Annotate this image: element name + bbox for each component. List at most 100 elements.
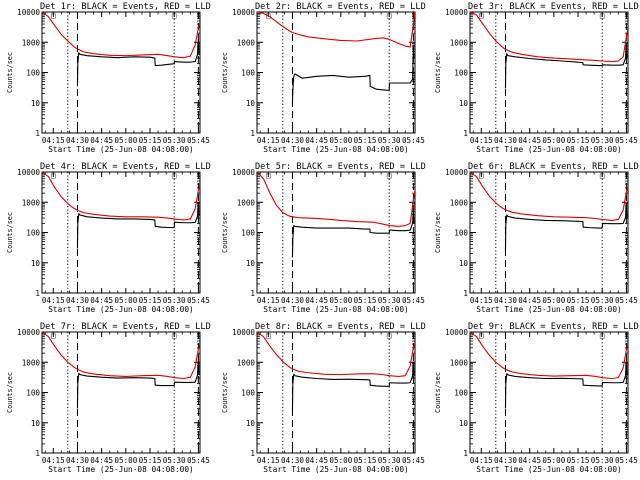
top-marker: □ xyxy=(479,11,484,20)
top-marker: □ xyxy=(387,11,392,20)
top-marker: □ xyxy=(600,171,605,180)
y-axis-label: Counts/sec xyxy=(434,212,442,253)
top-marker: □ xyxy=(51,11,56,20)
chart-panel-6: Det 6r: BLACK = Events, RED = LLD 1 10 100 1… xyxy=(434,162,639,314)
y-tick-label: 10 xyxy=(459,259,469,268)
y-axis-label: Counts/sec xyxy=(6,52,14,93)
x-axis-label: Start Time (25-Jun-08 04:08:00) xyxy=(48,465,194,474)
plot-area xyxy=(470,172,628,251)
x-tick-label: 05:15 xyxy=(567,296,590,305)
y-tick-label: 100 xyxy=(241,69,255,78)
x-axis-label: Start Time (25-Jun-08 04:08:00) xyxy=(48,145,194,154)
x-tick-label: 05:30 xyxy=(378,136,401,145)
top-marker: □ xyxy=(172,11,177,20)
y-tick-label: 10 xyxy=(31,99,41,108)
y-tick-label: 10000 xyxy=(445,8,468,17)
series-lld-line xyxy=(42,12,200,59)
y-tick-label: 100 xyxy=(454,389,468,398)
x-tick-label: 04:15 xyxy=(470,456,493,465)
y-tick-label: 100 xyxy=(26,69,40,78)
y-tick-label: 1000 xyxy=(237,38,256,47)
x-tick-label: 04:45 xyxy=(518,456,541,465)
x-tick-label: 05:15 xyxy=(354,296,377,305)
y-tick-label: 100 xyxy=(454,69,468,78)
top-marker: □ xyxy=(172,171,177,180)
x-tick-label: 04:15 xyxy=(257,296,280,305)
y-tick-label: 10000 xyxy=(232,8,255,17)
series-lld-line xyxy=(42,332,200,380)
x-tick-label: 05:15 xyxy=(139,456,162,465)
x-tick-label: 04:45 xyxy=(90,136,113,145)
x-axis-label: Start Time (25-Jun-08 04:08:00) xyxy=(476,305,622,314)
chart-panel-2: Det 2r: BLACK = Events, RED = LLD 1 10 100 1… xyxy=(221,2,426,154)
y-tick-label: 1 xyxy=(463,449,468,458)
y-tick-label: 1 xyxy=(35,449,40,458)
y-tick-label: 1 xyxy=(463,129,468,138)
x-tick-label: 05:15 xyxy=(354,136,377,145)
x-tick-label: 05:45 xyxy=(187,136,210,145)
x-tick-label: 05:00 xyxy=(114,296,137,305)
x-tick-label: 04:30 xyxy=(281,296,304,305)
chart-panel-7: Det 7r: BLACK = Events, RED = LLD 1 10 100 1… xyxy=(6,322,211,474)
x-tick-label: 05:00 xyxy=(114,136,137,145)
x-tick-label: 04:15 xyxy=(42,456,65,465)
y-tick-label: 1 xyxy=(35,129,40,138)
y-tick-label: 10 xyxy=(31,259,41,268)
y-axis-label: Counts/sec xyxy=(221,212,229,253)
panel-title: Det 1r: BLACK = Events, RED = LLD xyxy=(40,2,211,12)
top-marker: □ xyxy=(600,331,605,340)
top-marker: □ xyxy=(51,171,56,180)
plot-frame xyxy=(256,331,416,454)
panel-title: Det 5r: BLACK = Events, RED = LLD xyxy=(255,162,426,172)
x-tick-label: 05:30 xyxy=(378,456,401,465)
x-axis-label: Start Time (25-Jun-08 04:08:00) xyxy=(476,145,622,154)
y-tick-label: 10000 xyxy=(232,328,255,337)
x-tick-label: 05:15 xyxy=(567,456,590,465)
y-tick-label: 10000 xyxy=(232,168,255,177)
chart-panel-3: Det 3r: BLACK = Events, RED = LLD 1 10 100 1… xyxy=(434,2,639,154)
x-axis-label: Start Time (25-Jun-08 04:08:00) xyxy=(48,305,194,314)
x-tick-label: 04:15 xyxy=(42,136,65,145)
y-axis-label: Counts/sec xyxy=(434,372,442,413)
x-tick-label: 05:00 xyxy=(542,136,565,145)
y-tick-label: 1000 xyxy=(237,358,256,367)
plot-frame xyxy=(41,171,201,294)
x-tick-label: 05:30 xyxy=(378,296,401,305)
y-tick-label: 1000 xyxy=(22,198,41,207)
x-tick-label: 05:00 xyxy=(542,296,565,305)
x-axis-label: Start Time (25-Jun-08 04:08:00) xyxy=(476,465,622,474)
x-axis-label: Start Time (25-Jun-08 04:08:00) xyxy=(263,465,409,474)
y-tick-label: 10 xyxy=(459,419,469,428)
plot-area xyxy=(470,332,628,409)
y-tick-label: 10000 xyxy=(17,328,40,337)
series-lld-line xyxy=(470,172,628,222)
y-axis-label: Counts/sec xyxy=(6,372,14,413)
x-tick-label: 05:45 xyxy=(187,456,210,465)
x-tick-label: 04:45 xyxy=(305,136,328,145)
x-axis-label: Start Time (25-Jun-08 04:08:00) xyxy=(263,145,409,154)
x-tick-label: 05:45 xyxy=(402,136,425,145)
series-events-line xyxy=(291,46,415,103)
x-tick-label: 04:15 xyxy=(42,296,65,305)
chart-panel-1: Det 1r: BLACK = Events, RED = LLD 1 10 100 1… xyxy=(6,2,211,154)
y-axis-label: Counts/sec xyxy=(6,212,14,253)
y-tick-label: 10 xyxy=(31,419,41,428)
x-tick-label: 04:15 xyxy=(257,456,280,465)
x-tick-label: 05:45 xyxy=(187,296,210,305)
y-tick-label: 1000 xyxy=(22,358,41,367)
x-tick-label: 04:30 xyxy=(494,296,517,305)
x-tick-label: 04:45 xyxy=(518,136,541,145)
top-marker: □ xyxy=(387,171,392,180)
series-lld-line xyxy=(257,172,415,227)
panel-title: Det 8r: BLACK = Events, RED = LLD xyxy=(255,322,426,332)
y-tick-label: 10 xyxy=(246,99,256,108)
x-tick-label: 05:45 xyxy=(402,456,425,465)
x-tick-label: 05:00 xyxy=(114,456,137,465)
series-lld-line xyxy=(470,332,628,380)
top-marker: □ xyxy=(479,171,484,180)
series-events-line xyxy=(291,208,415,258)
plot-frame xyxy=(469,171,629,294)
x-tick-label: 04:15 xyxy=(470,296,493,305)
plot-frame xyxy=(469,331,629,454)
